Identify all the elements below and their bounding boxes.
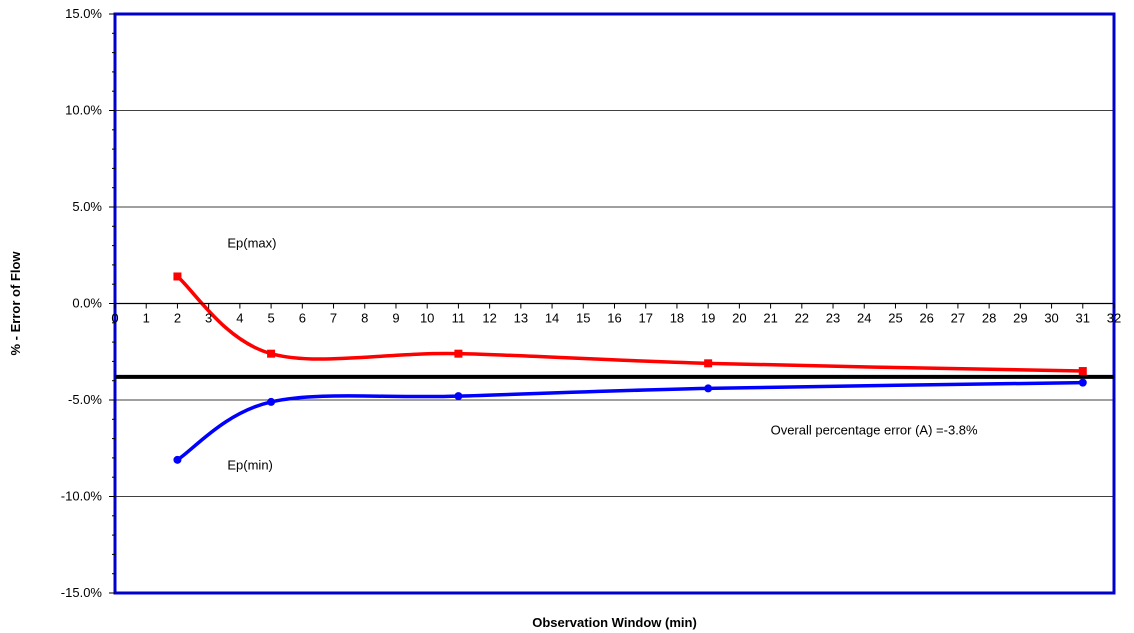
x-tick-label: 32 (1107, 311, 1121, 326)
data-point (173, 272, 182, 281)
axes-layer: 15.0%10.0%5.0%0.0%-5.0%-10.0%-15.0%0 1 2 3 4… (61, 6, 1121, 600)
series-line-ep-min (176, 380, 1083, 462)
x-tick-label: 6 (299, 311, 306, 326)
x-tick-label: 9 (392, 311, 399, 326)
data-point (454, 349, 463, 358)
x-tick-label: 0 (111, 311, 118, 326)
x-tick-label: 1 (143, 311, 150, 326)
x-tick-label: 15 (576, 311, 590, 326)
y-tick-label: 0.0% (72, 296, 102, 311)
data-point (704, 384, 713, 393)
x-tick-label: 23 (826, 311, 840, 326)
x-tick-label: 5 (267, 311, 274, 326)
data-point (267, 349, 276, 358)
x-tick-label: 3 (205, 311, 212, 326)
x-tick-label: 10 (420, 311, 434, 326)
x-tick-label: 22 (795, 311, 809, 326)
x-tick-label: 11 (452, 311, 466, 326)
y-tick-label: -5.0% (68, 392, 102, 407)
y-tick-label: 15.0% (65, 6, 102, 21)
x-tick-label: 25 (888, 311, 902, 326)
x-axis-title: Observation Window (min) (532, 615, 697, 630)
ep-min-annotation: Ep(min) (227, 457, 273, 472)
x-tick-label: 17 (638, 311, 652, 326)
x-tick-label: 19 (701, 311, 715, 326)
y-tick-label: 10.0% (65, 103, 102, 118)
x-tick-label: 30 (1044, 311, 1058, 326)
x-tick-label: 4 (236, 311, 243, 326)
x-tick-label: 7 (330, 311, 337, 326)
x-tick-label: 8 (361, 311, 368, 326)
x-tick-label: 29 (1013, 311, 1027, 326)
data-point (1078, 378, 1087, 387)
x-tick-label: 2 (174, 311, 181, 326)
x-tick-label: 18 (670, 311, 684, 326)
x-tick-label: 26 (919, 311, 933, 326)
ep-max-annotation: Ep(max) (227, 236, 276, 251)
series-line-ep-max (176, 275, 1083, 373)
y-axis-title: % - Error of Flow (8, 251, 23, 356)
series-layer (173, 272, 1087, 464)
x-tick-label: 31 (1076, 311, 1090, 326)
x-tick-label: 21 (763, 311, 777, 326)
x-tick-label: 14 (545, 311, 559, 326)
x-tick-label: 28 (982, 311, 996, 326)
y-tick-label: 5.0% (72, 199, 102, 214)
data-point (1078, 367, 1087, 376)
x-tick-label: 12 (482, 311, 496, 326)
labels-layer: % - Error of Flow Observation Window (mi… (8, 236, 978, 630)
x-tick-label: 16 (607, 311, 621, 326)
data-point (267, 397, 276, 406)
x-tick-label: 20 (732, 311, 746, 326)
x-tick-label: 13 (514, 311, 528, 326)
data-point (454, 392, 463, 401)
y-tick-label: -10.0% (61, 489, 103, 504)
overall-error-annotation: Overall percentage error (A) =-3.8% (771, 423, 978, 438)
data-point (173, 455, 182, 464)
x-tick-label: 27 (951, 311, 965, 326)
x-tick-label: 24 (857, 311, 871, 326)
data-point (704, 359, 713, 368)
y-tick-label: -15.0% (61, 585, 103, 600)
